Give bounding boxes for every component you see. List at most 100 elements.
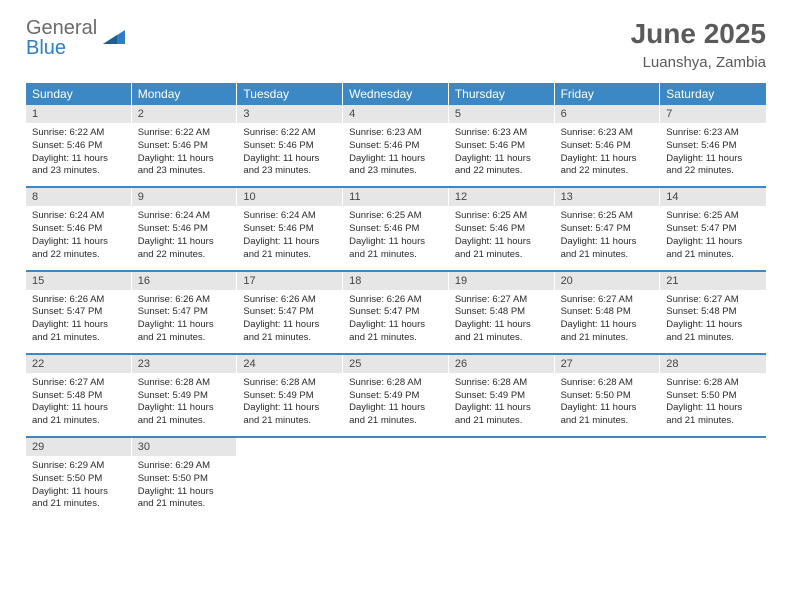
- sunset-line: Sunset: 5:47 PM: [561, 223, 655, 236]
- day-body: Sunrise: 6:28 AMSunset: 5:50 PMDaylight:…: [660, 373, 766, 436]
- day-body: Sunrise: 6:26 AMSunset: 5:47 PMDaylight:…: [26, 290, 132, 353]
- sunset-line: Sunset: 5:46 PM: [32, 140, 126, 153]
- weekday-header: Saturday: [660, 83, 766, 105]
- day-cell: 22Sunrise: 6:27 AMSunset: 5:48 PMDayligh…: [26, 355, 132, 436]
- day-number: 10: [237, 188, 343, 206]
- sunrise-line: Sunrise: 6:28 AM: [138, 377, 232, 390]
- day-cell-empty: [660, 438, 766, 519]
- sunset-line: Sunset: 5:46 PM: [561, 140, 655, 153]
- sunrise-line: Sunrise: 6:27 AM: [666, 294, 760, 307]
- day-body: Sunrise: 6:22 AMSunset: 5:46 PMDaylight:…: [237, 123, 343, 186]
- day-body: Sunrise: 6:26 AMSunset: 5:47 PMDaylight:…: [237, 290, 343, 353]
- day-number: 17: [237, 272, 343, 290]
- sunset-line: Sunset: 5:46 PM: [455, 223, 549, 236]
- sunset-line: Sunset: 5:49 PM: [349, 390, 443, 403]
- day-number: 27: [555, 355, 661, 373]
- sunset-line: Sunset: 5:47 PM: [32, 306, 126, 319]
- day-number: 24: [237, 355, 343, 373]
- daylight-line: Daylight: 11 hours and 22 minutes.: [138, 236, 232, 262]
- daylight-line: Daylight: 11 hours and 21 minutes.: [455, 236, 549, 262]
- sunrise-line: Sunrise: 6:23 AM: [455, 127, 549, 140]
- day-body: Sunrise: 6:22 AMSunset: 5:46 PMDaylight:…: [26, 123, 132, 186]
- day-number: 30: [132, 438, 238, 456]
- sunset-line: Sunset: 5:50 PM: [666, 390, 760, 403]
- day-number: 2: [132, 105, 238, 123]
- sunset-line: Sunset: 5:46 PM: [243, 223, 337, 236]
- daylight-line: Daylight: 11 hours and 21 minutes.: [138, 486, 232, 512]
- sunset-line: Sunset: 5:46 PM: [32, 223, 126, 236]
- sunset-line: Sunset: 5:46 PM: [243, 140, 337, 153]
- day-body: Sunrise: 6:29 AMSunset: 5:50 PMDaylight:…: [132, 456, 238, 519]
- day-number: 11: [343, 188, 449, 206]
- day-body: Sunrise: 6:25 AMSunset: 5:46 PMDaylight:…: [343, 206, 449, 269]
- sunrise-line: Sunrise: 6:28 AM: [455, 377, 549, 390]
- sunrise-line: Sunrise: 6:26 AM: [349, 294, 443, 307]
- day-body: Sunrise: 6:28 AMSunset: 5:50 PMDaylight:…: [555, 373, 661, 436]
- day-body: Sunrise: 6:26 AMSunset: 5:47 PMDaylight:…: [132, 290, 238, 353]
- daylight-line: Daylight: 11 hours and 22 minutes.: [455, 153, 549, 179]
- sunrise-line: Sunrise: 6:26 AM: [138, 294, 232, 307]
- daylight-line: Daylight: 11 hours and 21 minutes.: [243, 319, 337, 345]
- day-number: 8: [26, 188, 132, 206]
- day-cell: 20Sunrise: 6:27 AMSunset: 5:48 PMDayligh…: [555, 272, 661, 353]
- sunset-line: Sunset: 5:46 PM: [138, 140, 232, 153]
- day-body: Sunrise: 6:27 AMSunset: 5:48 PMDaylight:…: [555, 290, 661, 353]
- daylight-line: Daylight: 11 hours and 21 minutes.: [349, 319, 443, 345]
- sunset-line: Sunset: 5:50 PM: [561, 390, 655, 403]
- day-cell: 30Sunrise: 6:29 AMSunset: 5:50 PMDayligh…: [132, 438, 238, 519]
- day-cell: 17Sunrise: 6:26 AMSunset: 5:47 PMDayligh…: [237, 272, 343, 353]
- sunrise-line: Sunrise: 6:23 AM: [561, 127, 655, 140]
- day-number: 18: [343, 272, 449, 290]
- daylight-line: Daylight: 11 hours and 21 minutes.: [32, 486, 126, 512]
- daylight-line: Daylight: 11 hours and 21 minutes.: [455, 319, 549, 345]
- day-body: Sunrise: 6:25 AMSunset: 5:47 PMDaylight:…: [555, 206, 661, 269]
- week-row: 1Sunrise: 6:22 AMSunset: 5:46 PMDaylight…: [26, 105, 766, 188]
- day-number: 21: [660, 272, 766, 290]
- sunset-line: Sunset: 5:50 PM: [138, 473, 232, 486]
- sunrise-line: Sunrise: 6:23 AM: [666, 127, 760, 140]
- day-cell: 29Sunrise: 6:29 AMSunset: 5:50 PMDayligh…: [26, 438, 132, 519]
- day-body: Sunrise: 6:27 AMSunset: 5:48 PMDaylight:…: [26, 373, 132, 436]
- day-cell: 2Sunrise: 6:22 AMSunset: 5:46 PMDaylight…: [132, 105, 238, 186]
- day-number: 9: [132, 188, 238, 206]
- sunrise-line: Sunrise: 6:28 AM: [666, 377, 760, 390]
- day-body: Sunrise: 6:28 AMSunset: 5:49 PMDaylight:…: [343, 373, 449, 436]
- day-body: Sunrise: 6:24 AMSunset: 5:46 PMDaylight:…: [26, 206, 132, 269]
- logo-triangle-icon: [103, 26, 125, 51]
- sunrise-line: Sunrise: 6:22 AM: [138, 127, 232, 140]
- daylight-line: Daylight: 11 hours and 22 minutes.: [561, 153, 655, 179]
- week-row: 8Sunrise: 6:24 AMSunset: 5:46 PMDaylight…: [26, 188, 766, 271]
- day-number: 23: [132, 355, 238, 373]
- daylight-line: Daylight: 11 hours and 21 minutes.: [138, 402, 232, 428]
- day-cell: 19Sunrise: 6:27 AMSunset: 5:48 PMDayligh…: [449, 272, 555, 353]
- sunrise-line: Sunrise: 6:27 AM: [32, 377, 126, 390]
- day-number: 19: [449, 272, 555, 290]
- day-cell: 4Sunrise: 6:23 AMSunset: 5:46 PMDaylight…: [343, 105, 449, 186]
- sunrise-line: Sunrise: 6:23 AM: [349, 127, 443, 140]
- daylight-line: Daylight: 11 hours and 21 minutes.: [666, 319, 760, 345]
- day-number: 20: [555, 272, 661, 290]
- day-body: Sunrise: 6:23 AMSunset: 5:46 PMDaylight:…: [449, 123, 555, 186]
- day-number: 5: [449, 105, 555, 123]
- weekday-header: Monday: [132, 83, 238, 105]
- calendar: SundayMondayTuesdayWednesdayThursdayFrid…: [26, 83, 766, 519]
- daylight-line: Daylight: 11 hours and 21 minutes.: [455, 402, 549, 428]
- day-body: Sunrise: 6:27 AMSunset: 5:48 PMDaylight:…: [449, 290, 555, 353]
- day-number: 1: [26, 105, 132, 123]
- day-number: 16: [132, 272, 238, 290]
- sunrise-line: Sunrise: 6:25 AM: [455, 210, 549, 223]
- sunset-line: Sunset: 5:47 PM: [349, 306, 443, 319]
- day-number: 29: [26, 438, 132, 456]
- day-number: 7: [660, 105, 766, 123]
- sunrise-line: Sunrise: 6:26 AM: [32, 294, 126, 307]
- day-body: Sunrise: 6:24 AMSunset: 5:46 PMDaylight:…: [237, 206, 343, 269]
- day-cell-empty: [555, 438, 661, 519]
- sunset-line: Sunset: 5:48 PM: [32, 390, 126, 403]
- logo-text-blue: Blue: [26, 38, 97, 58]
- day-number: 28: [660, 355, 766, 373]
- day-number: 12: [449, 188, 555, 206]
- sunset-line: Sunset: 5:49 PM: [138, 390, 232, 403]
- daylight-line: Daylight: 11 hours and 22 minutes.: [666, 153, 760, 179]
- logo: General Blue: [26, 18, 125, 58]
- sunset-line: Sunset: 5:46 PM: [138, 223, 232, 236]
